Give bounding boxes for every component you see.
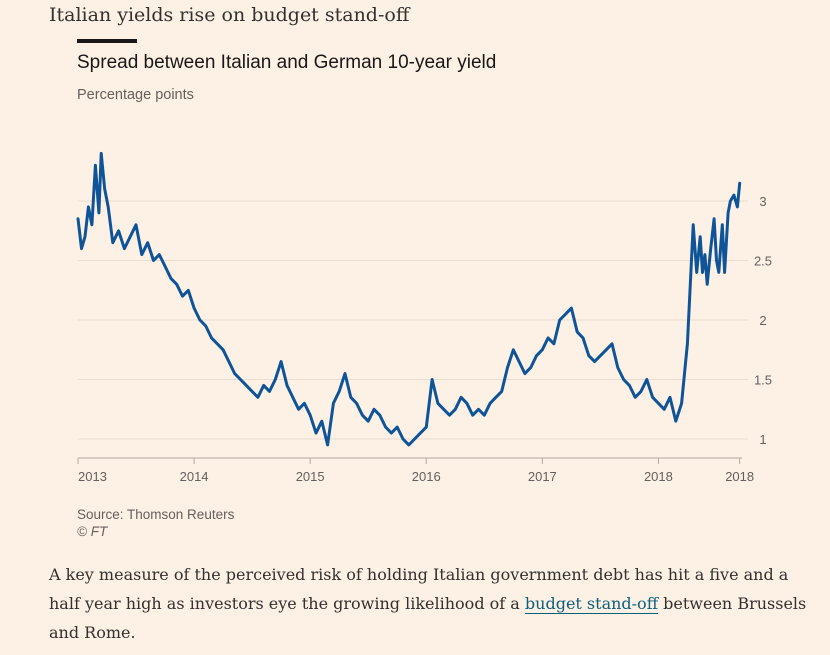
y-tick-label: 2 <box>759 313 766 328</box>
gridlines <box>78 200 748 440</box>
y-tick-label: 1 <box>759 432 766 447</box>
x-tick-label: 2014 <box>180 469 209 484</box>
y-tick-label: 1.5 <box>754 373 772 388</box>
series-layer <box>76 151 742 447</box>
article-body: A key measure of the perceived risk of h… <box>49 560 819 647</box>
series-line-spread <box>76 151 742 447</box>
body-text-start: A key measure of the perceived risk of h… <box>49 565 789 613</box>
x-tick-label: 2016 <box>412 469 441 484</box>
copyright-text: © FT <box>77 524 108 539</box>
x-axis: 2013 2014 2015 2016 2017 2018 2018 <box>77 457 754 484</box>
budget-stand-off-link[interactable]: budget stand-off <box>524 594 659 614</box>
x-tick-label: 2017 <box>528 469 557 484</box>
source-text: Source: Thomson Reuters <box>77 507 235 522</box>
x-tick-label: 2015 <box>296 469 325 484</box>
accent-bar <box>77 39 137 43</box>
x-tick-label: 2018 <box>644 469 673 484</box>
article-headline: Italian yields rise on budget stand-off <box>49 4 410 26</box>
spread-line-chart: 2013 2014 2015 2016 2017 2018 2018 1 1.5 2 2.5 3 <box>76 151 772 484</box>
body-text-end: between Brussels and Rome. <box>49 594 807 642</box>
chart-title: Spread between Italian and German 10-yea… <box>77 52 497 73</box>
x-tick-label: 2018 <box>725 469 754 484</box>
y-tick-label: 3 <box>759 194 766 209</box>
chart-source: Source: Thomson Reuters © FT <box>77 506 234 540</box>
y-tick-label: 2.5 <box>754 254 772 269</box>
y-axis-unit-label: Percentage points <box>77 87 194 103</box>
y-axis: 1 1.5 2 2.5 3 <box>754 194 772 447</box>
x-tick-label: 2013 <box>78 469 107 484</box>
